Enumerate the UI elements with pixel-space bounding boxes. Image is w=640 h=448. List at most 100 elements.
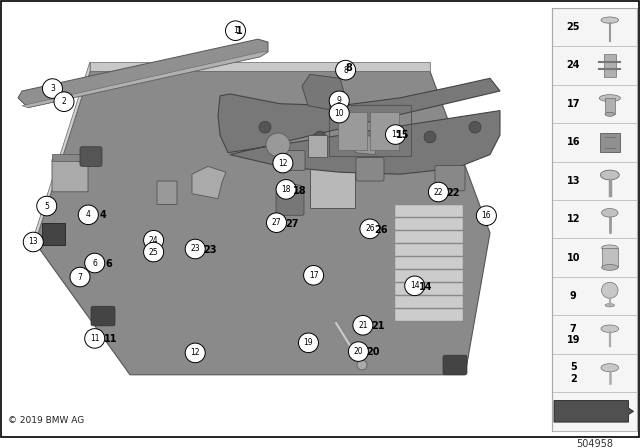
Circle shape — [84, 329, 105, 348]
FancyBboxPatch shape — [600, 133, 620, 152]
FancyBboxPatch shape — [395, 283, 463, 295]
FancyBboxPatch shape — [80, 147, 102, 166]
Text: 25: 25 — [566, 22, 580, 32]
Polygon shape — [42, 223, 65, 245]
Polygon shape — [310, 150, 355, 208]
FancyBboxPatch shape — [395, 205, 463, 216]
FancyBboxPatch shape — [91, 306, 115, 326]
Text: 7
19: 7 19 — [566, 323, 580, 345]
Circle shape — [353, 315, 373, 335]
Text: 504958: 504958 — [576, 439, 613, 448]
Circle shape — [428, 182, 449, 202]
Text: 4: 4 — [99, 210, 106, 220]
Text: 17: 17 — [566, 99, 580, 109]
Text: 25: 25 — [148, 248, 159, 257]
Text: © 2019 BMW AG: © 2019 BMW AG — [8, 416, 84, 425]
Circle shape — [143, 242, 164, 262]
Circle shape — [42, 79, 63, 99]
Text: 11: 11 — [104, 334, 117, 344]
Text: 14: 14 — [410, 281, 420, 290]
Text: 24: 24 — [566, 60, 580, 70]
Polygon shape — [35, 62, 90, 243]
Circle shape — [314, 131, 326, 143]
Text: 10: 10 — [566, 253, 580, 263]
Circle shape — [259, 121, 271, 133]
Circle shape — [84, 253, 105, 273]
Text: 12: 12 — [566, 214, 580, 224]
Circle shape — [276, 180, 296, 199]
Circle shape — [78, 205, 99, 224]
Circle shape — [385, 125, 406, 144]
Polygon shape — [554, 401, 634, 422]
Circle shape — [36, 196, 57, 216]
Polygon shape — [218, 78, 500, 174]
Polygon shape — [22, 52, 268, 108]
FancyBboxPatch shape — [52, 154, 88, 161]
Text: 15: 15 — [390, 130, 401, 139]
Circle shape — [360, 219, 380, 239]
Polygon shape — [90, 62, 430, 71]
FancyBboxPatch shape — [395, 270, 463, 282]
Text: 20: 20 — [366, 347, 380, 357]
Circle shape — [23, 232, 44, 252]
Ellipse shape — [599, 95, 620, 102]
Circle shape — [185, 343, 205, 363]
FancyBboxPatch shape — [435, 165, 465, 191]
Circle shape — [303, 266, 324, 285]
Text: 14: 14 — [419, 282, 433, 292]
Polygon shape — [192, 166, 226, 198]
FancyBboxPatch shape — [337, 112, 367, 150]
Circle shape — [273, 153, 293, 173]
Text: 7: 7 — [77, 272, 83, 281]
Ellipse shape — [602, 208, 618, 217]
Ellipse shape — [276, 184, 304, 194]
Text: 6: 6 — [106, 259, 113, 269]
Circle shape — [143, 230, 164, 250]
FancyBboxPatch shape — [157, 181, 177, 205]
Text: 3: 3 — [50, 84, 55, 93]
Circle shape — [329, 91, 349, 111]
Text: 21: 21 — [358, 321, 367, 330]
Text: 1: 1 — [233, 26, 238, 35]
Polygon shape — [302, 74, 345, 111]
FancyBboxPatch shape — [395, 309, 463, 321]
Text: 26: 26 — [374, 225, 388, 235]
Text: 16: 16 — [566, 138, 580, 147]
Text: 18: 18 — [282, 185, 291, 194]
Text: 18: 18 — [293, 185, 307, 196]
Ellipse shape — [600, 170, 620, 180]
Text: 9: 9 — [337, 96, 342, 105]
Circle shape — [185, 239, 205, 259]
Text: 12: 12 — [278, 159, 287, 168]
Text: 27: 27 — [285, 219, 298, 228]
Text: 1: 1 — [236, 26, 243, 36]
Text: 24: 24 — [148, 236, 159, 245]
Circle shape — [335, 60, 356, 80]
FancyBboxPatch shape — [369, 112, 399, 150]
Text: 10: 10 — [334, 108, 344, 118]
Circle shape — [298, 333, 319, 353]
Ellipse shape — [601, 325, 619, 332]
Circle shape — [476, 206, 497, 225]
Circle shape — [54, 92, 74, 112]
Text: 27: 27 — [271, 218, 282, 227]
FancyBboxPatch shape — [356, 158, 384, 181]
Circle shape — [266, 213, 287, 233]
Polygon shape — [35, 71, 490, 375]
Circle shape — [357, 360, 367, 370]
Text: 20: 20 — [353, 347, 364, 356]
Ellipse shape — [601, 364, 619, 372]
Circle shape — [424, 131, 436, 143]
Circle shape — [469, 121, 481, 133]
Text: 6: 6 — [92, 258, 97, 267]
Text: 8: 8 — [343, 66, 348, 75]
FancyBboxPatch shape — [604, 54, 616, 77]
Text: 5
2: 5 2 — [570, 362, 577, 383]
Text: 5: 5 — [44, 202, 49, 211]
Text: 11: 11 — [90, 334, 99, 343]
Ellipse shape — [602, 245, 618, 251]
Text: 16: 16 — [481, 211, 492, 220]
Ellipse shape — [605, 304, 614, 307]
Text: 13: 13 — [28, 237, 38, 246]
Ellipse shape — [601, 17, 619, 23]
